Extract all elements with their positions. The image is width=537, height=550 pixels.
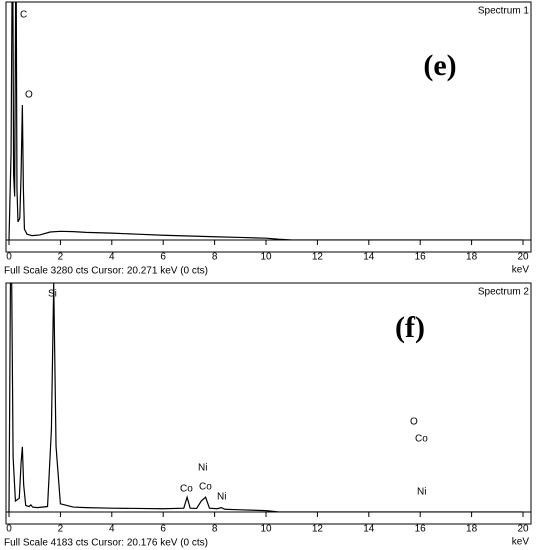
x-tick-label: 8 (212, 524, 218, 535)
peak-label: Ni (217, 492, 226, 503)
peak-label: Ni (198, 463, 207, 474)
x-tick-label: 12 (312, 252, 324, 263)
x-axis-label: keV (512, 265, 530, 276)
peak-label: O (410, 417, 418, 428)
spectrum-line (8, 283, 523, 512)
footer: Full Scale 3280 cts Cursor: 20.271 keV (… (4, 266, 208, 277)
peak-label: Co (199, 482, 212, 493)
peak-label: Ni (417, 487, 426, 498)
spectrum-title: Spectrum 1 (478, 6, 530, 17)
spectrum-panel: 0 2 4 6 8 10 12 14 16 18 20 keV Spectrum 2 (f) Si O Co Ni… (4, 282, 532, 549)
peak-label: C (20, 10, 27, 21)
spectrum-panel: 0 2 4 6 8 10 12 14 16 18 20 keV Spectrum 1 (e) C O Full … (4, 1, 532, 277)
x-tick-label: 14 (363, 524, 375, 535)
x-tick-label: 14 (363, 252, 375, 263)
x-tick-label: 2 (58, 252, 64, 263)
peak-label: O (25, 90, 33, 101)
x-axis-label: keV (512, 537, 530, 548)
peak-label: Co (180, 484, 193, 495)
x-tick-label: 8 (212, 252, 218, 263)
plot-frame (5, 282, 532, 525)
x-tick-label: 20 (517, 252, 529, 263)
panel-label: (e) (423, 49, 456, 82)
x-tick-label: 10 (260, 252, 272, 263)
peak-label: Si (48, 289, 57, 300)
x-tick-label: 20 (517, 524, 529, 535)
spectrum-title: Spectrum 2 (478, 287, 530, 298)
footer: Full Scale 4183 cts Cursor: 20.176 keV (… (4, 538, 208, 549)
x-tick-label: 0 (6, 524, 12, 535)
x-tick-label: 18 (466, 252, 478, 263)
x-tick-label: 4 (109, 524, 115, 535)
x-tick-label: 6 (160, 524, 166, 535)
x-tick-label: 12 (312, 524, 324, 535)
x-tick-label: 0 (6, 252, 12, 263)
x-tick-label: 10 (260, 524, 272, 535)
x-tick-label: 4 (109, 252, 115, 263)
x-tick-label: 18 (466, 524, 478, 535)
x-tick-label: 2 (58, 524, 64, 535)
peak-label: Co (415, 434, 428, 445)
plot-frame (5, 1, 532, 253)
x-tick-label: 16 (415, 524, 427, 535)
x-tick-label: 16 (415, 252, 427, 263)
panel-label: (f) (395, 311, 425, 344)
spectrum-line (8, 2, 523, 240)
x-tick-label: 6 (160, 252, 166, 263)
